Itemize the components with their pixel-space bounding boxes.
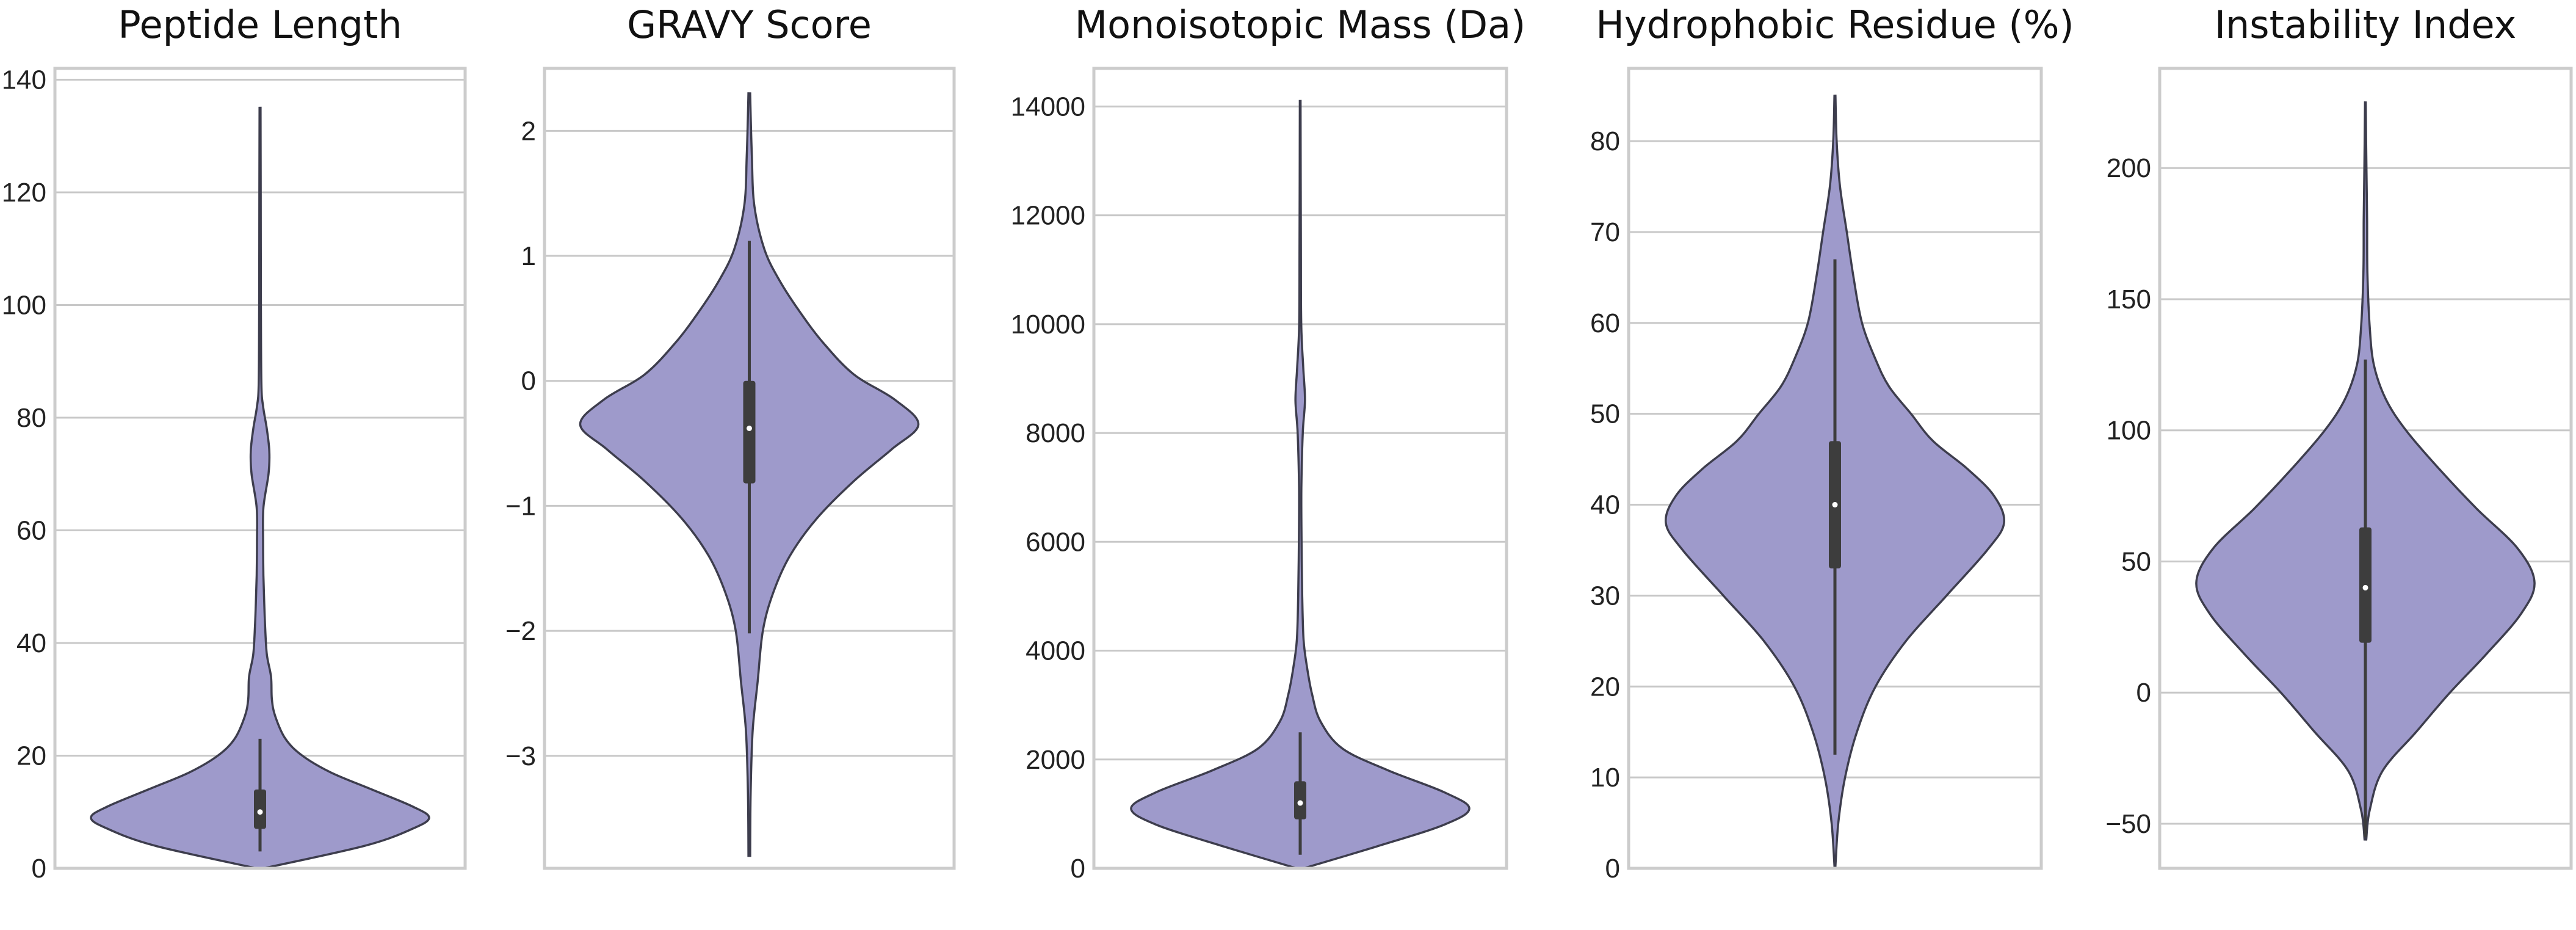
y-tick-label: −1 (505, 491, 536, 521)
median-marker (1297, 800, 1303, 806)
y-tick-label: 200 (2107, 153, 2151, 183)
y-tick-label: −2 (505, 616, 536, 646)
y-tick-label: 50 (1590, 399, 1620, 429)
median-marker (257, 809, 263, 815)
violin-panel: GRAVY Score −3 −2 −1 0 1 2 (505, 2, 956, 870)
y-tick-label: 2 (521, 116, 536, 146)
y-tick-label: 8000 (1026, 418, 1085, 448)
y-tick-label: 100 (2, 290, 46, 320)
y-tick-label: 0 (1071, 854, 1085, 884)
panel-title: Hydrophobic Residue (%) (1596, 2, 2074, 47)
median-marker (2362, 584, 2368, 590)
y-tick-label: 60 (1590, 308, 1620, 338)
y-tick-label: 120 (2, 178, 46, 208)
y-tick-label: 30 (1590, 581, 1620, 611)
y-tick-label: 0 (2136, 678, 2151, 708)
y-tick-label: 0 (32, 854, 46, 884)
y-tick-label: 10 (1590, 763, 1620, 793)
y-tick-label: 4000 (1026, 636, 1085, 666)
y-tick-label: 2000 (1026, 745, 1085, 775)
y-tick-label: 1 (521, 241, 536, 271)
y-tick-label: 20 (1590, 672, 1620, 702)
violin-panel: Hydrophobic Residue (%) 0 10 20 30 40 50 60 70 80 (1590, 2, 2074, 884)
y-tick-label: 80 (1590, 126, 1620, 156)
y-tick-label: 140 (2, 65, 46, 95)
y-tick-label: 50 (2121, 547, 2151, 576)
violin-panel: Peptide Length 0 20 40 60 80 100 120 140 (2, 2, 467, 884)
y-tick-label: 150 (2107, 285, 2151, 314)
panel-title: Instability Index (2215, 2, 2517, 47)
y-tick-label: 14000 (1011, 92, 1085, 122)
y-tick-label: 80 (16, 403, 46, 433)
y-tick-label: −50 (2105, 809, 2151, 839)
median-marker (1832, 502, 1838, 508)
y-tick-label: 10000 (1011, 310, 1085, 340)
y-tick-label: −3 (505, 741, 536, 771)
y-tick-label: 40 (1590, 490, 1620, 520)
axes-frame (1092, 67, 1508, 870)
axes-frame (1627, 67, 2043, 870)
y-tick-label: 12000 (1011, 201, 1085, 231)
violin-panel: Instability Index −50 0 50 100 150 200 (2105, 2, 2573, 870)
violin-panel: Monoisotopic Mass (Da) 0 2000 4000 6000 8000 1… (1011, 2, 1526, 884)
axes-frame (543, 67, 956, 870)
axes-frame (53, 67, 467, 870)
y-tick-label: 100 (2107, 416, 2151, 446)
axes-frame (2158, 67, 2573, 870)
y-tick-label: 70 (1590, 217, 1620, 247)
panel-title: GRAVY Score (627, 2, 872, 47)
y-tick-label: 0 (1605, 854, 1620, 884)
iqr-box (254, 789, 266, 829)
y-tick-label: 6000 (1026, 527, 1085, 557)
median-marker (747, 426, 752, 431)
y-tick-label: 60 (16, 515, 46, 545)
panel-title: Monoisotopic Mass (Da) (1075, 2, 1526, 47)
y-tick-label: 20 (16, 741, 46, 771)
panel-title: Peptide Length (118, 2, 402, 47)
y-tick-label: 40 (16, 628, 46, 658)
y-tick-label: 0 (521, 366, 536, 396)
iqr-box (743, 380, 756, 484)
